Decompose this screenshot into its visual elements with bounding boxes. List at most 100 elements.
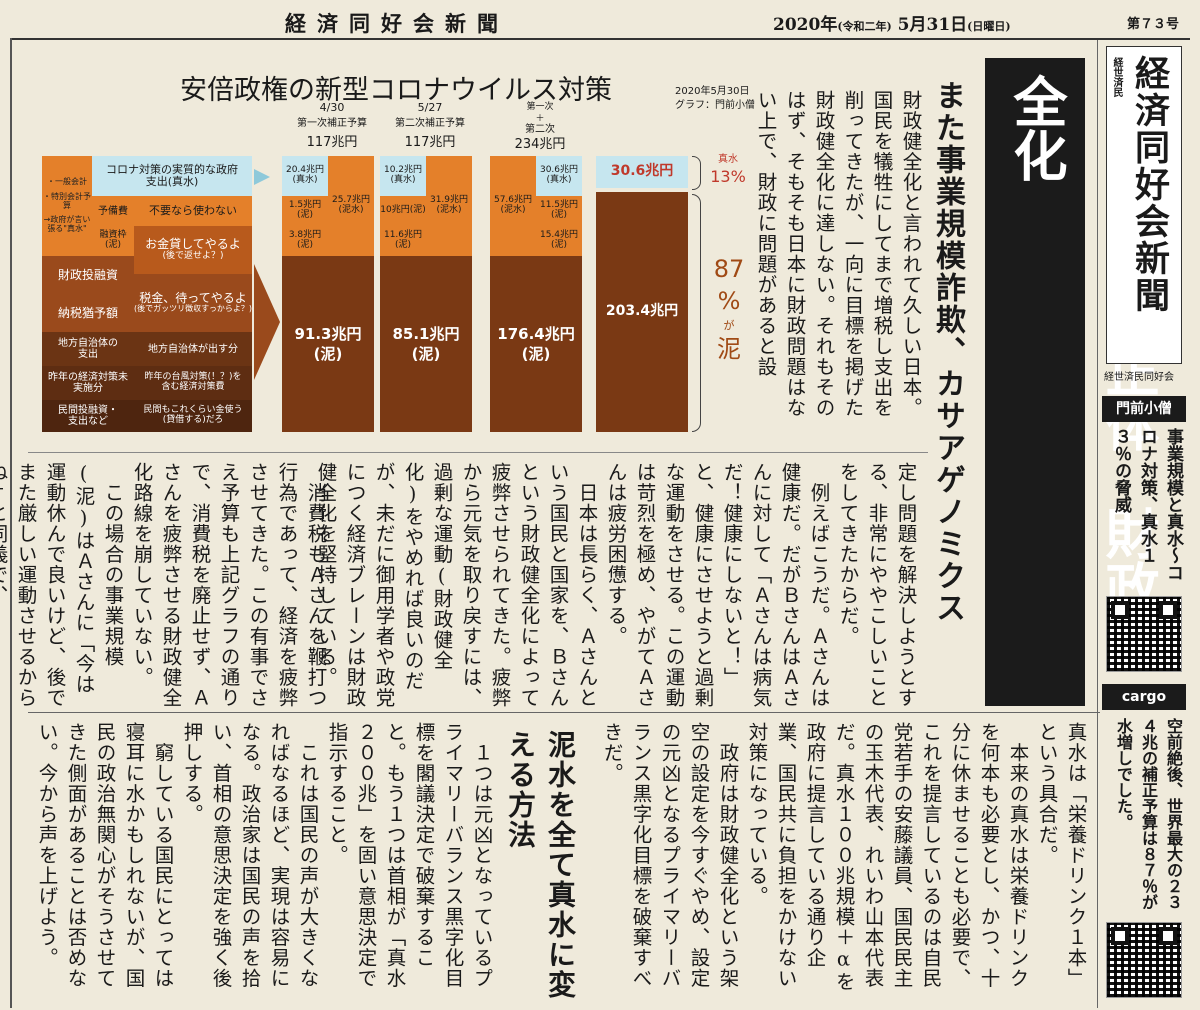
col2-total: 117兆円 [404,135,456,150]
c3-yushi: 15.4兆円(泥) [536,226,582,256]
legend-yobihi-note: 不要なら使わない [134,196,252,226]
date-year: 2020年 [773,15,838,35]
pct-doro-unit: % [717,287,741,315]
date-era: (令和二年) [837,20,892,33]
legend-nouzei-note: 税金、待ってやるよ (後でガッツリ徴収すっからよ？) [134,274,252,332]
c1-doro-block: 91.3兆円 (泥) [282,256,374,432]
legend-zaito: 財政投融資 [42,256,134,296]
legend-yobihi: 予備費 [92,196,134,226]
brace-doro [692,194,701,432]
main-headline-box: 日本疲弊の正体 財政健全化 [985,58,1159,706]
c1-yushi: 3.8兆円(泥) [282,226,328,256]
c1-doro: 91.3兆円 [294,324,362,343]
legend-yushi: 融資枠(泥) [92,226,134,256]
legend-nouzei-sub: (後でガッツリ徴収すっからよ？) [134,304,252,314]
budget-chart: 安倍政権の新型コロナウイルス対策 2020年5月30日 グラフ：門前小僧 4/3… [40,56,800,446]
c4-doro: 203.4兆円 [596,192,688,432]
legend-sakunen-note: 昨年の台風対策(！？)を含む経済対策費 [134,366,252,400]
left-border [10,38,12,1008]
chart-credit-by: グラフ：門前小僧 [675,100,755,111]
article-mid-a: 定し問題を解決しようとする、非常にややこしいことをしてきたからだ。 例えばこうだ… [314,462,917,708]
legend-nouzei-text: 税金、待ってやるよ [139,291,247,305]
c3-left: 57.6兆円(泥水) [490,156,536,256]
legend-yushi-note: お金貸してやるよ (後で返せよ？) [134,226,252,274]
legend-sakunen: 昨年の経済対策未実施分 [42,366,134,400]
article-mid-b: 消費税もＡさんを鞭打つ行為であって、経済を疲弊させてきた。この有事でさえ予算も上… [0,462,327,708]
sidebar-rule [1097,40,1098,1008]
small-arrow-icon [254,169,270,185]
sidebar-section2-text: 空前絶後、世界最大の２３４兆の補正予算は８７％が水増しでした。 [1114,718,1183,910]
col3-name2: 第二次 [525,124,555,135]
c2-shinsui: 10.2兆円(真水) [380,156,426,196]
legend-general: ・一般会計 [47,177,87,186]
qr-code-top [1106,596,1182,672]
legend-nouzei: 納税猶予額 [42,296,134,332]
c2-doro: 85.1兆円 [392,324,460,343]
paper-name: 経済同好会新聞 [285,11,509,36]
c2-right: 31.9兆円(泥水) [426,156,472,256]
pct-doro-label: 泥 [717,335,741,363]
sub-headline: また事業規模詐欺、カサアゲノミクス [930,80,965,624]
sidebar-kanji-small: 経世済民 [1111,57,1122,97]
col2-date: 5/27 [417,101,443,114]
big-arrow-icon [254,264,280,380]
legend-minkan: 民間投融資・支出など [42,400,134,432]
pct-shinsui-label: 真水 [718,154,738,165]
legend-chiho-note: 地方自治体が出す分 [134,332,252,366]
c1-shinsui: 20.4兆円(真水) [282,156,328,196]
date-weekday: (日曜日) [967,20,1011,33]
bottom-subhead: 泥水を全て真水に変える方法 [504,730,577,1000]
legend-shinsui: コロナ対策の実質的な政府支出(真水) [92,156,252,196]
legend-special: ・特別会計予算 [43,191,91,210]
c3-yobi: 11.5兆円(泥) [536,196,582,226]
col3-total: 234兆円 [514,137,566,152]
pct-doro-num: 87 [713,255,745,283]
c2-yobi: 10兆円(泥) [380,196,426,226]
brace-shinsui [692,156,701,190]
legend-claimed: →政府が言い張る"真水" [43,215,91,234]
legend-yushi-sub: (後で返せよ？) [162,250,224,261]
col3-name1: 第一次 [526,102,554,112]
sidebar-publisher: 経世済民同好会 [1104,372,1174,383]
c3-doro: 176.4兆円 [497,324,575,343]
article-bottom-b: １つは元凶となっているプライマリーバランス黒字化目標を閣議決定で破棄すること。も… [35,722,493,989]
masthead-rule [10,38,1190,40]
col1-total: 117兆円 [306,135,358,150]
legend-chiho: 地方自治体の支出 [42,332,134,366]
chart-credit-date: 2020年5月30日 [675,86,750,97]
c1-doro-tag: (泥) [313,345,343,363]
pct-doro-ga: が [723,319,735,332]
article-bottom-a: 真水は「栄養ドリンク１本」という具合だ。 本来の真水は栄養ドリンクを何本も必要と… [600,722,1087,992]
sidebar-logo: 経済同好会新聞 [1129,55,1170,314]
article-top-right: 財政健全化と言われて久しい日本。国民を犠牲にしてまで増税し支出を削ってきたが、一… [754,90,922,418]
c2-doro-tag: (泥) [411,345,441,363]
c1-yobi: 1.5兆円(泥) [282,196,328,226]
masthead: 経済同好会新聞 2020年(令和二年) 5月31日(日曜日) 第７３号 [0,0,1200,40]
sidebar-logo-box: 経世済民 経済同好会新聞 [1106,46,1182,364]
c4-shinsui: 30.6兆円 [596,156,688,188]
sidebar: 経世済民 経済同好会新聞 経世済民同好会 門前小僧 事業規模と真水～コロナ対策、… [1100,40,1188,1008]
chart-title: 安倍政権の新型コロナウイルス対策 [180,75,612,106]
section-rule [28,712,1100,713]
issue-date: 2020年(令和二年) 5月31日(日曜日) [773,10,1011,35]
date-day: 5月31日 [897,15,968,35]
sidebar-section1-title: 門前小僧 [1102,396,1186,422]
chart-bottom-rule [28,452,928,453]
sidebar-section2-title: cargo [1102,684,1186,710]
c3-doro-tag: (泥) [521,345,551,363]
sidebar-section1-text: 事業規模と真水～コロナ対策、真水１３％の脅威 [1111,428,1183,581]
c2-yushi: 11.6兆円(泥) [380,226,426,256]
col1-date: 4/30 [319,101,345,114]
c3-shinsui: 30.6兆円(真水) [536,156,582,196]
legend-yushi-text: お金貸してやるよ [145,237,241,252]
col3-plus: ＋ [535,114,545,124]
legend-budget-type: ・一般会計 ・特別会計予算 →政府が言い張る"真水" [42,156,92,256]
col1-name: 第一次補正予算 [297,118,367,129]
qr-code-bottom [1106,922,1182,998]
c2-doro-block: 85.1兆円 (泥) [380,256,472,432]
pct-shinsui: 13% [710,167,746,186]
c1-right: 25.7兆円(泥水) [328,156,374,256]
issue-number: 第７３号 [1127,17,1180,32]
legend-minkan-note: 民間もこれくらい金使う(貸借する)だろ [134,400,252,432]
c3-doro-block: 176.4兆円 (泥) [490,256,582,432]
